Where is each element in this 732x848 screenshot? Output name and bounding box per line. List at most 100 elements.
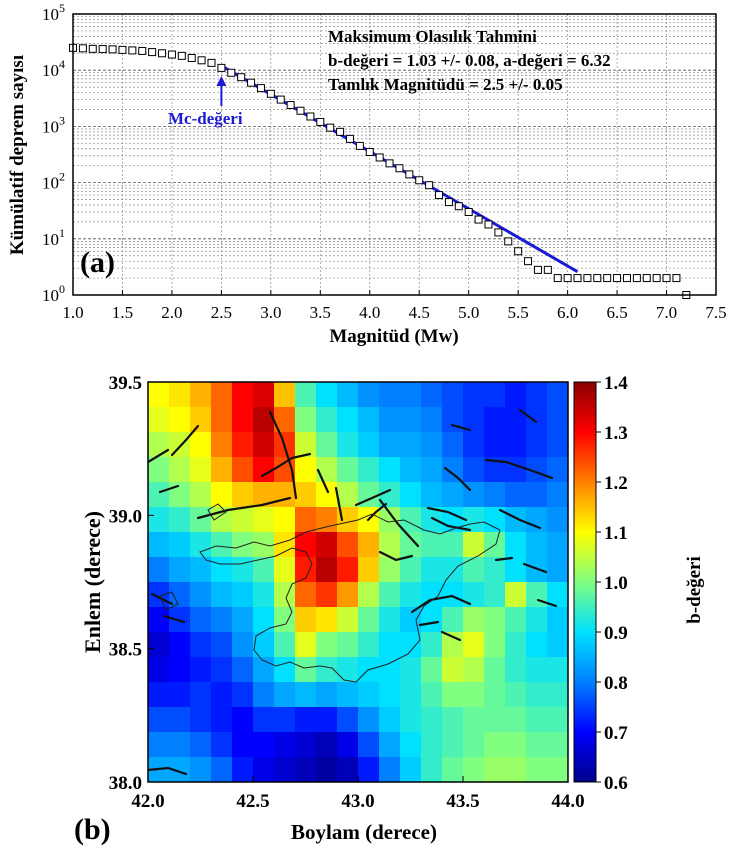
panel-b-heatmap-cell xyxy=(169,757,191,782)
panel-b-heatmap-cell xyxy=(526,607,548,633)
panel-a-data-point xyxy=(474,215,483,224)
panel-b-heatmap-cell xyxy=(232,507,254,533)
panel-b-heatmap-cell xyxy=(526,432,548,458)
panel-a-data-point xyxy=(326,123,335,132)
panel-b-x-ticks: 42.0 42.5 43.0 43.5 44.0 xyxy=(131,776,585,812)
panel-b-heatmap-cell xyxy=(295,557,317,583)
panel-a-data-point xyxy=(187,53,196,62)
panel-b-heatmap-cell xyxy=(295,632,317,658)
panel-b-heatmap-cell xyxy=(505,407,527,433)
panel-b-heatmap-cell xyxy=(274,607,296,633)
panel-b-colorbar-tick-label: 1.4 xyxy=(604,373,628,394)
panel-b-heatmap-cell xyxy=(232,632,254,658)
panel-b-heatmap-cell xyxy=(547,707,568,733)
panel-a-data-point xyxy=(642,274,651,283)
panel-a-data-point xyxy=(138,46,147,55)
panel-b-heatmap-cell xyxy=(211,657,233,683)
panel-a-x-tick-label: 4.5 xyxy=(409,303,430,322)
panel-b-heatmap-cell xyxy=(547,382,568,408)
panel-b-heatmap-cell xyxy=(232,382,254,408)
panel-b-heatmap-cell xyxy=(190,457,212,483)
panel-b-heatmap-cell xyxy=(337,582,359,608)
panel-b-heatmap-cell xyxy=(484,657,506,683)
panel-a-y-ticks: 100 101 102 103 104 105 xyxy=(42,1,65,305)
panel-a-data-point xyxy=(435,191,444,200)
panel-b-heatmap-cell xyxy=(190,432,212,458)
panel-b-heatmap-cell xyxy=(253,707,275,733)
panel-b-heatmap-cell xyxy=(505,582,527,608)
panel-b-heatmap-cell xyxy=(190,557,212,583)
panel-b-heatmap-cell xyxy=(337,757,359,782)
panel-b-x-tick-label: 42.5 xyxy=(236,791,269,812)
panel-b-heatmap-cell xyxy=(463,432,485,458)
panel-a-label: (a) xyxy=(80,246,115,279)
panel-b-heatmap-cell xyxy=(337,432,359,458)
panel-b-heatmap-cell xyxy=(379,432,401,458)
panel-b-heatmap-cell xyxy=(526,532,548,558)
panel-b-heatmap-cell xyxy=(253,632,275,658)
panel-b-heatmap-cell xyxy=(463,557,485,583)
panel-b-colorbar-tick-label: 0.7 xyxy=(604,723,628,744)
panel-b-heatmap-cell xyxy=(400,482,422,508)
panel-b-heatmap-cell xyxy=(358,707,380,733)
panel-b-heatmap-cell xyxy=(505,532,527,558)
panel-b-heatmap-cell xyxy=(442,682,464,708)
panel-b-heatmap-cell xyxy=(442,457,464,483)
panel-b-heatmap-cell xyxy=(190,632,212,658)
panel-b-heatmap-cell xyxy=(169,632,191,658)
panel-b-heatmap-cell xyxy=(295,532,317,558)
panel-b-colorbar-tick-label: 0.6 xyxy=(604,773,628,794)
panel-b-heatmap-cell xyxy=(463,532,485,558)
panel-b-heatmap-cell xyxy=(295,582,317,608)
panel-b-heatmap-cell xyxy=(232,607,254,633)
panel-b-heatmap-cell xyxy=(463,757,485,782)
panel-b-heatmap-cell xyxy=(442,482,464,508)
panel-b-heatmap-cell xyxy=(316,607,338,633)
panel-a-data-point xyxy=(415,176,424,185)
panel-b-heatmap-cell xyxy=(400,632,422,658)
panel-b-y-axis-label: Enlem (derece) xyxy=(80,511,105,653)
panel-b-heatmap-cell xyxy=(547,532,568,558)
panel-b-heatmap-cell xyxy=(211,407,233,433)
panel-a-x-tick-label: 4.0 xyxy=(359,303,380,322)
panel-b-heatmap-cell xyxy=(148,482,170,508)
panel-b-heatmap-cell xyxy=(337,607,359,633)
panel-b-heatmap-cell xyxy=(547,632,568,658)
panel-b-heatmap-cell xyxy=(253,382,275,408)
panel-b-heatmap-cell xyxy=(421,532,443,558)
panel-a-y-axis-label: Kümülatif deprem sayısı xyxy=(7,55,28,255)
panel-b-heatmap-cell xyxy=(358,382,380,408)
panel-b-heatmap-cell xyxy=(505,632,527,658)
panel-b-heatmap-cell xyxy=(169,457,191,483)
panel-a-x-ticks: 1.0 1.5 2.0 2.5 3.0 3.5 4.0 4.5 5.0 5.5 6.0 6.5 7.0 7… xyxy=(62,290,727,322)
panel-b-heatmap-cell xyxy=(274,657,296,683)
panel-b-heatmap-cell xyxy=(442,382,464,408)
panel-b-heatmap-cell xyxy=(463,582,485,608)
panel-b-heatmap-cell xyxy=(190,757,212,782)
panel-a-y-tick-label: 101 xyxy=(42,226,65,249)
panel-b-heatmap-cell xyxy=(421,382,443,408)
panel-a-data-point xyxy=(563,274,572,283)
panel-b-heatmap-cell xyxy=(442,582,464,608)
panel-b-heatmap-cell xyxy=(505,607,527,633)
panel-b-heatmap-cell xyxy=(463,632,485,658)
panel-b-heatmap-cell xyxy=(190,582,212,608)
panel-a-data-point xyxy=(355,141,364,150)
panel-b-heatmap-cell xyxy=(253,457,275,483)
panel-b-heatmap-cell xyxy=(421,757,443,782)
panel-a-chart: 1.0 1.5 2.0 2.5 3.0 3.5 4.0 4.5 5.0 5.5 6.0 6.5 7.0 7… xyxy=(7,1,727,347)
panel-b-heatmap-cell xyxy=(442,532,464,558)
panel-b-heatmap-cell xyxy=(442,707,464,733)
panel-b-heatmap-cell xyxy=(337,557,359,583)
panel-a-data-point xyxy=(524,257,533,266)
panel-b-heatmap-cell xyxy=(232,732,254,758)
panel-b-heatmap-cell xyxy=(337,682,359,708)
panel-a-y-tick-label: 100 xyxy=(42,282,65,305)
panel-b-heatmap-cell xyxy=(358,432,380,458)
panel-b-heatmap-cell xyxy=(169,707,191,733)
panel-b-heatmap-cell xyxy=(442,657,464,683)
panel-b-heatmap-cell xyxy=(442,607,464,633)
panel-b-heatmap-cell xyxy=(190,607,212,633)
panel-a-data-point xyxy=(672,274,681,283)
panel-a-x-tick-label: 3.5 xyxy=(310,303,331,322)
